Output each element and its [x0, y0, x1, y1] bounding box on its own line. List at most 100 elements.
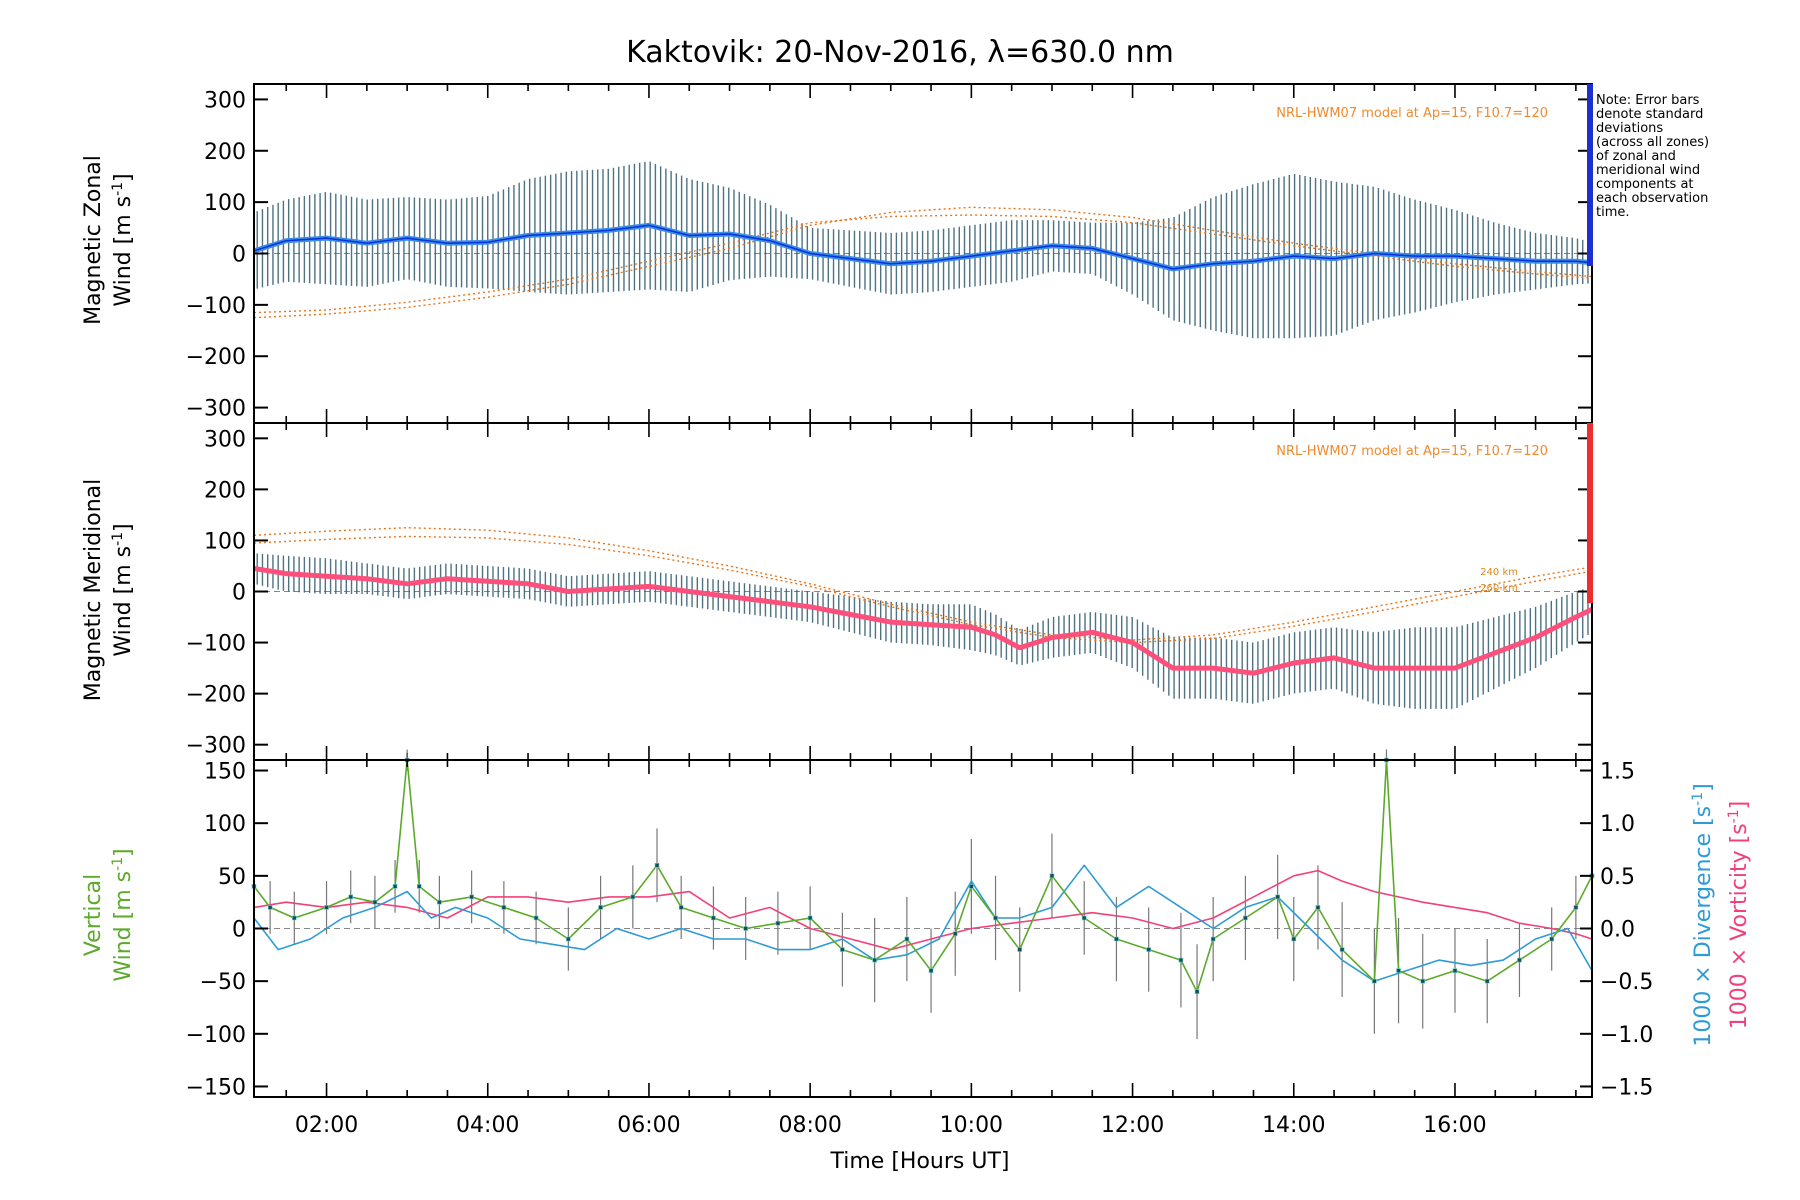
vertical-wind-point [807, 915, 813, 921]
vertical-y-tick-label: 100 [204, 812, 246, 837]
vertical-wind-point [372, 899, 378, 905]
x-tick-label: 16:00 [1423, 1113, 1486, 1138]
vertical-wind-point [1081, 915, 1087, 921]
meridional-panel: −300 −200 −100 0 100 200 300 [186, 422, 1594, 761]
y2-tick-label: 1.5 [1600, 760, 1635, 785]
vertical-y-tick-label: −150 [186, 1075, 246, 1100]
vertical-wind-point [928, 968, 934, 973]
meridional-y-tick-label: 0 [232, 581, 246, 606]
zonal-model-curve [253, 206, 1593, 319]
vertical-wind-point [1194, 989, 1200, 994]
note-line: components at [1596, 177, 1694, 192]
vertical-wind-point [775, 920, 781, 926]
zonal-ylabel-line2: Wind [m s-1] [110, 173, 136, 306]
vertical-wind-point [292, 915, 297, 921]
vertical-wind-point [1243, 915, 1248, 921]
y2-tick-label: −1.5 [1600, 1075, 1653, 1100]
vertical-wind-point [743, 926, 748, 931]
vertical-wind-point [1573, 905, 1579, 910]
vertical-wind-point [1452, 968, 1458, 973]
vertical-wind-point [348, 894, 354, 900]
x-tick-label: 14:00 [1262, 1113, 1325, 1138]
error-bar-note: Note: Error bars denote standard deviati… [1596, 93, 1709, 220]
meridional-ylabel-line1: Magnetic Meridional [81, 479, 106, 701]
note-line: time. [1596, 205, 1630, 220]
plot-layer: −300 −200 −100 0 100 200 300 −300 −200 −100 0 100 20… [186, 83, 1653, 1138]
vertical-wind-point [711, 915, 716, 921]
vertical-wind-point [598, 905, 603, 910]
vertical-y-tick-label: 0 [232, 918, 246, 943]
meridional-y-tick-label: 100 [204, 529, 246, 554]
zonal-y-tick-label: −300 [186, 397, 246, 422]
meridional-model-label: NRL-HWM07 model at Ap=15, F10.7=120 [1276, 444, 1548, 459]
note-line: of zonal and [1596, 149, 1676, 164]
vertical-wind-point [993, 915, 998, 921]
vertical-wind-point [533, 915, 539, 921]
chart-title: Kaktovik: 20-Nov-2016, λ=630.0 nm [626, 35, 1174, 70]
vertical-wind-point [1549, 936, 1554, 942]
vertical-wind-point [324, 905, 329, 910]
vertical-y-tick-label: 150 [204, 760, 246, 785]
meridional-y-tick-label: −100 [186, 632, 246, 657]
vertical-wind-point [1372, 978, 1377, 984]
vertical-wind-point [267, 905, 273, 910]
vertical-wind-point [654, 863, 660, 868]
zonal-y-tick-label: 100 [204, 191, 246, 216]
vertical-wind-point [1146, 947, 1151, 952]
zonal-y-tick-label: 300 [204, 88, 246, 113]
vertical-wind-point [469, 894, 474, 900]
zonal-model-curve [253, 214, 1593, 314]
alt-label-260: 260 km [1480, 583, 1518, 594]
vertical-wind-point [904, 936, 910, 942]
vertical-wind-point [501, 905, 507, 910]
zonal-side-bar [1587, 84, 1593, 266]
vertical-wind-point [969, 884, 974, 889]
meridional-y-tick-label: −200 [186, 683, 246, 708]
note-line: Note: Error bars [1596, 93, 1700, 108]
x-tick-label: 10:00 [940, 1113, 1003, 1138]
y2-tick-label: −1.0 [1600, 1023, 1653, 1048]
zonal-panel: −300 −200 −100 0 100 200 300 [186, 83, 1593, 424]
vertical-wind-point [1114, 936, 1119, 942]
note-line: denote standard [1596, 107, 1703, 122]
x-tick-label: 02:00 [295, 1113, 358, 1138]
vertical-wind-point [416, 884, 422, 889]
meridional-mean-wind-line [253, 566, 1594, 676]
x-tick-label: 08:00 [778, 1113, 841, 1138]
vertical-wind-point [1339, 947, 1345, 952]
vertical-y-tick-label: −100 [186, 1023, 246, 1048]
zonal-ylabel-line1: Magnetic Zonal [81, 155, 106, 325]
vertical-wind-point [1420, 978, 1426, 984]
meridional-y-tick-label: 300 [204, 427, 246, 452]
vertical-wind-point [1315, 905, 1321, 910]
zonal-model-label: NRL-HWM07 model at Ap=15, F10.7=120 [1276, 106, 1548, 121]
vertical-wind-point [1484, 978, 1490, 984]
meridional-y-tick-label: −300 [186, 734, 246, 759]
meridional-model-curve [253, 527, 1593, 641]
vertical-wind-point [1017, 947, 1023, 952]
vertical-wind-point [1178, 957, 1184, 963]
vertical-wind-point [566, 936, 571, 942]
y2-tick-label: 0.0 [1600, 918, 1635, 943]
vertical-ylabel-line2: Wind [m s-1] [110, 848, 136, 981]
vertical-wind-point [872, 957, 877, 963]
vertical-wind-point [1291, 936, 1297, 942]
meridional-y-tick-label: 200 [204, 478, 246, 503]
zonal-y-tick-label: 0 [232, 243, 246, 268]
x-axis-label: Time [Hours UT] [830, 1149, 1010, 1174]
zonal-y-tick-label: 200 [204, 140, 246, 165]
vertical-wind-line [253, 759, 1593, 993]
zonal-y-tick-label: −100 [186, 294, 246, 319]
x-tick-label: 12:00 [1101, 1113, 1164, 1138]
vertical-wind-point [392, 884, 398, 889]
note-line: deviations [1596, 121, 1663, 136]
vertical-wind-point [1049, 873, 1055, 879]
vertical-panel: −1.5 −1.0 −0.5 0.0 0.5 1.0 1.5 −150 −100 −50 0 50 10… [186, 749, 1653, 1100]
vertical-wind-point [1210, 936, 1216, 942]
vertical-wind-point [437, 899, 442, 905]
zonal-y-tick-label: −200 [186, 345, 246, 370]
meridional-side-bar [1587, 423, 1593, 603]
vertical-y-tick-label: 50 [218, 865, 246, 890]
y2-tick-label: 1.0 [1600, 812, 1635, 837]
